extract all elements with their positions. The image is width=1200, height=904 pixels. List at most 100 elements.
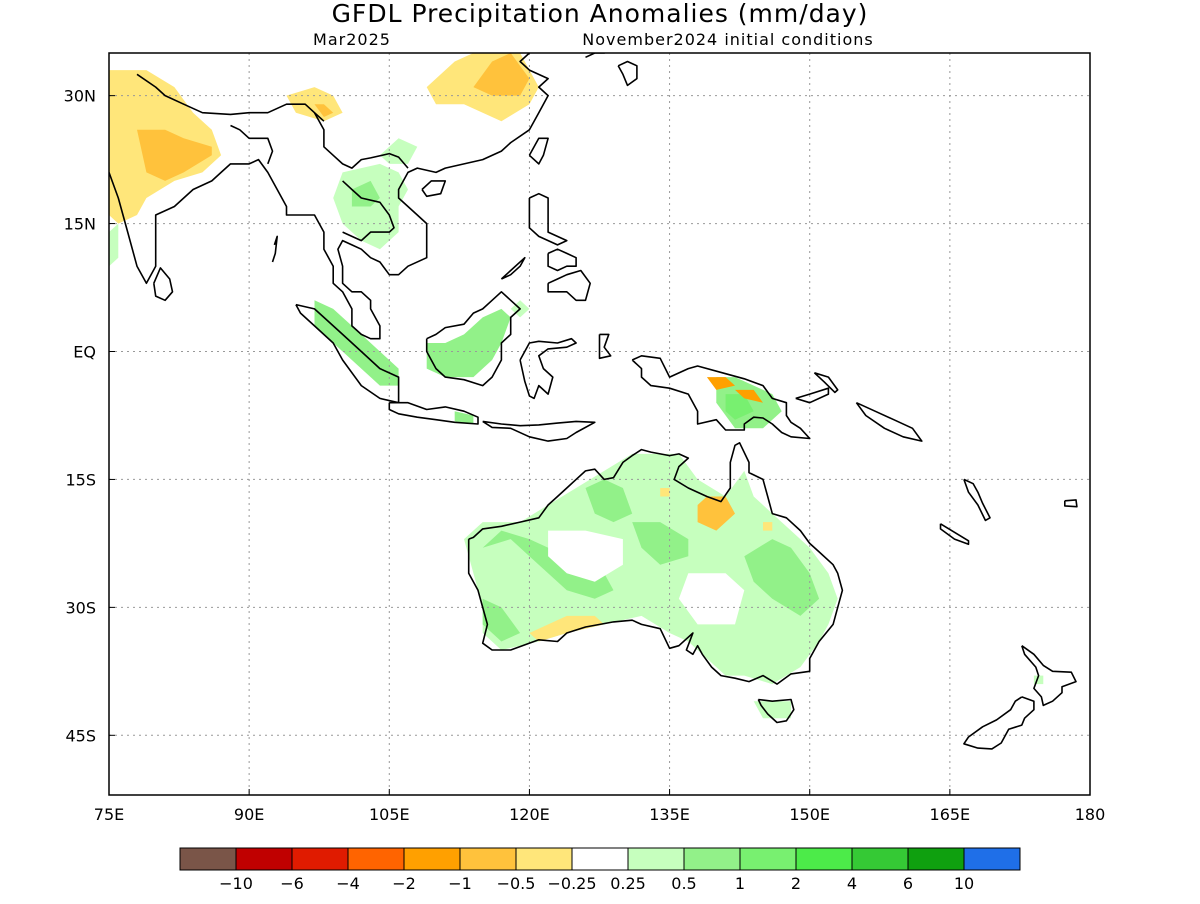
anomaly-region <box>529 615 605 642</box>
coastline-india-tibet-border <box>136 73 325 122</box>
y-tick-label: EQ <box>73 343 96 362</box>
anomaly-layer <box>109 53 1044 719</box>
coastline-sri-lanka <box>153 267 174 302</box>
coastline-mindanao <box>547 269 592 302</box>
anomaly-region <box>697 496 735 531</box>
colorbar-swatch <box>459 847 517 871</box>
anomaly-region <box>735 389 763 403</box>
coastlines <box>109 53 1078 750</box>
coastline-nz-south-island <box>963 696 1035 750</box>
coastline-java <box>388 401 479 425</box>
x-tick-label: 120E <box>509 805 550 824</box>
colorbar-swatch <box>571 847 629 871</box>
coastline-solomon-islands <box>855 401 923 442</box>
coastline-korea-coast <box>585 53 607 59</box>
coastline-new-guinea <box>631 354 811 440</box>
coastline-luzon <box>528 192 568 246</box>
colorbar-swatch <box>851 847 909 871</box>
colorbar-swatch <box>179 847 237 871</box>
coastline-sulawesi <box>519 337 577 400</box>
colorbar-label: −6 <box>280 874 304 893</box>
coastline-asia-mainland <box>109 53 549 340</box>
longitude-ticks: 75E 90E 105E 120E 135E 150E 165E 180 <box>94 789 1105 824</box>
anomaly-region <box>678 573 745 625</box>
anomaly-region <box>744 539 820 616</box>
colorbar-label: 2 <box>791 874 801 893</box>
anomaly-region <box>725 394 754 420</box>
colorbar-label: −4 <box>336 874 360 893</box>
coastline-new-ireland <box>813 372 839 394</box>
anomaly-region <box>548 530 623 582</box>
anomaly-region <box>753 701 791 719</box>
coastline-nz-north-island <box>1021 645 1077 707</box>
coastline-vanuatu <box>963 478 991 522</box>
anomaly-region <box>109 223 119 267</box>
coastline-tasmania <box>757 698 795 724</box>
colorbar-swatch <box>515 847 573 871</box>
x-tick-label: 105E <box>369 805 410 824</box>
colorbar-label: 10 <box>954 874 974 893</box>
coastline-new-britain <box>795 387 830 404</box>
x-tick-label: 150E <box>789 805 830 824</box>
coastline-bangladesh-border <box>230 124 274 165</box>
y-tick-label: 30S <box>65 598 96 617</box>
coastline-borneo <box>425 290 521 387</box>
colorbar-swatch <box>347 847 405 871</box>
colorbar-swatch <box>235 847 293 871</box>
x-tick-label: 135E <box>649 805 690 824</box>
colorbar-label: 1 <box>735 874 745 893</box>
colorbar: −10 −6 −4 −2 −1 −0.5 −0.25 0.25 0.5 1 2 4 6 10 <box>179 847 1021 893</box>
colorbar-swatch <box>907 847 965 871</box>
anomaly-region <box>632 522 689 565</box>
coastline-australia <box>467 441 844 685</box>
anomaly-region <box>473 53 530 96</box>
coastline-new-caledonia <box>939 523 970 546</box>
colorbar-label: −0.5 <box>497 874 536 893</box>
anomaly-region <box>454 411 474 424</box>
anomaly-region <box>379 138 418 164</box>
anomaly-region <box>763 522 773 531</box>
colorbar-label: 0.5 <box>671 874 696 893</box>
x-tick-label: 165E <box>930 805 971 824</box>
anomaly-region <box>426 308 511 378</box>
colorbar-swatch <box>627 847 685 871</box>
latitude-ticks: 30N 15N EQ 15S 30S 45S <box>64 87 115 745</box>
coastline-japan-kyushu <box>617 60 638 87</box>
coastline-visayas <box>547 248 577 272</box>
y-tick-label: 30N <box>64 87 96 106</box>
coastline-thailand-laos-border <box>342 180 395 242</box>
colorbar-label: −2 <box>392 874 416 893</box>
colorbar-label: 0.25 <box>610 874 646 893</box>
colorbar-swatch <box>291 847 349 871</box>
coastline-palawan <box>500 256 526 280</box>
coastline-hainan <box>421 180 447 198</box>
anomaly-region <box>482 530 614 599</box>
anomaly-region <box>706 377 735 390</box>
y-tick-label: 15S <box>65 470 96 489</box>
colorbar-swatch <box>739 847 797 871</box>
valid-month-label: Mar2025 <box>313 30 391 49</box>
colorbar-label: 6 <box>903 874 913 893</box>
y-tick-label: 15N <box>64 215 96 234</box>
x-tick-label: 90E <box>234 805 264 824</box>
colorbar-swatch <box>795 847 853 871</box>
colorbar-swatch <box>683 847 741 871</box>
colorbar-label: −10 <box>219 874 253 893</box>
anomaly-region <box>314 300 399 386</box>
anomaly-region <box>482 598 521 642</box>
coastline-myanmar-china-border <box>313 112 409 169</box>
anomaly-region <box>314 104 334 117</box>
initial-conditions-label: November2024 initial conditions <box>582 30 873 49</box>
y-tick-label: 45S <box>65 726 96 745</box>
coastline-myanmar-andaman <box>271 235 279 263</box>
coastline-lesser-sunda <box>482 420 596 442</box>
colorbar-swatch <box>963 847 1021 871</box>
anomaly-region <box>660 488 670 497</box>
anomaly-region <box>333 163 408 250</box>
colorbar-label: 4 <box>847 874 857 893</box>
anomaly-region <box>585 479 633 523</box>
x-tick-label: 75E <box>94 805 124 824</box>
map-title: GFDL Precipitation Anomalies (mm/day) <box>332 0 869 28</box>
coastline-taiwan <box>528 137 549 165</box>
